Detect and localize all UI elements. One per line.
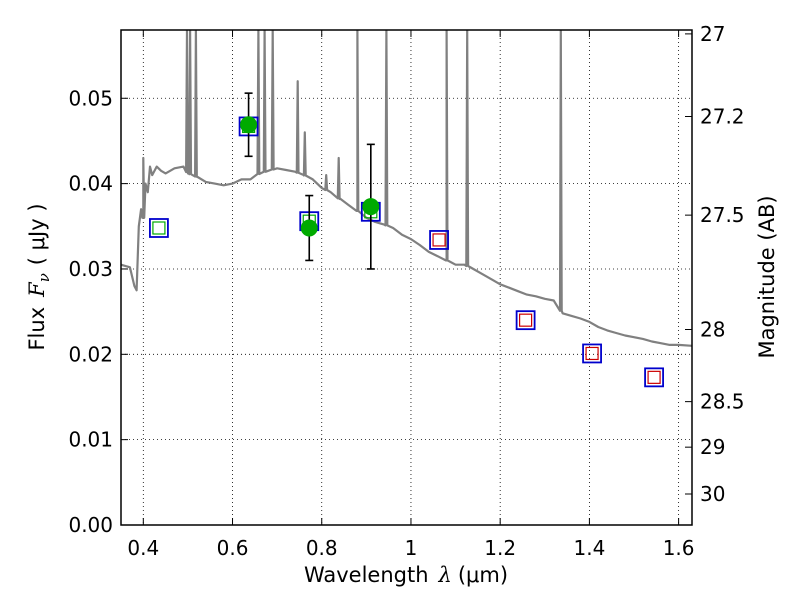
y-axis-label: FluxFν( μJy ) xyxy=(25,203,53,350)
y2-tick-label: 27 xyxy=(700,22,725,46)
y-tick-label: 0.05 xyxy=(68,86,113,110)
model-flux-inner-box xyxy=(432,233,446,247)
y2-tick-label: 29 xyxy=(700,435,725,459)
y2-tick-label: 27.2 xyxy=(700,105,745,129)
model-flux-box xyxy=(429,230,449,250)
y2-tick-label: 28.5 xyxy=(700,390,745,414)
plot-frame xyxy=(120,29,693,526)
model-flux-box xyxy=(582,343,602,364)
x-tick-label: 1.4 xyxy=(573,536,605,560)
y2-axis-label: Magnitude (AB) xyxy=(755,195,779,358)
y2-tick-label: 30 xyxy=(700,482,725,506)
y-tick-label: 0.02 xyxy=(68,342,113,366)
grid-lines xyxy=(121,30,692,525)
x-tick-label: 1.2 xyxy=(484,536,516,560)
y-tick-label: 0.03 xyxy=(68,257,113,281)
model-flux-inner-box xyxy=(519,313,533,327)
y2-tick-label: 28 xyxy=(700,317,725,341)
model-flux-inner-box xyxy=(585,346,599,361)
y-tick-label: 0.04 xyxy=(68,172,113,196)
model-flux-box xyxy=(644,367,664,388)
x-tick-label: 0.6 xyxy=(217,536,249,560)
plot-area xyxy=(121,30,692,388)
model-flux-box xyxy=(515,310,536,331)
template-spectrum-line xyxy=(121,30,692,347)
observed-flux-point xyxy=(240,116,258,134)
y-tick-label: 0.00 xyxy=(68,513,113,537)
model-flux-inner-box xyxy=(647,370,661,384)
model-flux-inner-box xyxy=(152,221,166,235)
observed-flux-point xyxy=(300,219,318,237)
y-tick-label: 0.01 xyxy=(68,428,113,452)
x-tick-label: 1 xyxy=(405,536,418,560)
observed-flux-point xyxy=(362,198,380,216)
x-tick-label: 0.4 xyxy=(127,536,159,560)
x-tick-label: 0.8 xyxy=(306,536,338,560)
y2-tick-label: 27.5 xyxy=(700,203,745,227)
x-tick-label: 1.6 xyxy=(663,536,695,560)
axes: 0.4 0.6 0.8 1 1.2 1.4 1.6 0.00 0.01 0.02 0.03 0.04 0… xyxy=(68,22,744,560)
x-axis-label: Wavelength λ (μm) xyxy=(304,563,508,587)
model-flux-box xyxy=(149,218,169,238)
